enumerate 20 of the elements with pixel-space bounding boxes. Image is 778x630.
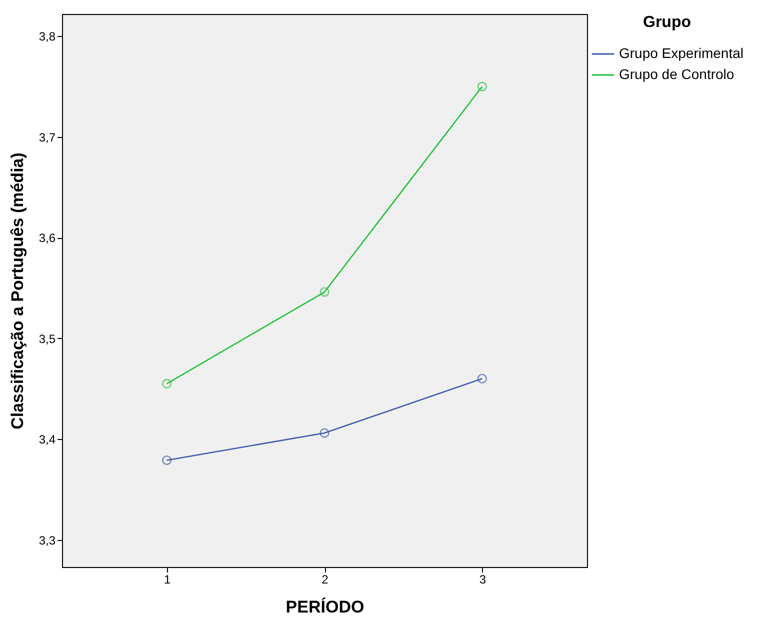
y-tick-label: 3,3 xyxy=(38,533,56,548)
x-tick-label: 3 xyxy=(479,572,486,586)
point xyxy=(320,287,330,297)
y-tick-label: 3,4 xyxy=(38,432,56,447)
x-tick-label: 2 xyxy=(322,572,329,586)
point xyxy=(162,378,172,388)
point xyxy=(477,82,487,92)
legend-label: Grupo Experimental xyxy=(619,45,744,61)
point xyxy=(477,374,487,384)
x-axis-title: PERÍODO xyxy=(286,596,364,616)
legend-title: Grupo xyxy=(643,14,692,31)
x-tick-label: 1 xyxy=(164,572,171,586)
point xyxy=(320,428,330,438)
y-tick-label: 3,5 xyxy=(38,332,56,346)
y-tick-label: 3,8 xyxy=(38,30,56,44)
y-tick-label: 3,7 xyxy=(38,130,56,144)
point xyxy=(162,455,172,465)
legend-label: Grupo de Controlo xyxy=(619,66,734,82)
y-axis-title: Classificação a Português (média) xyxy=(8,152,27,430)
y-tick-label: 3,6 xyxy=(38,231,56,246)
